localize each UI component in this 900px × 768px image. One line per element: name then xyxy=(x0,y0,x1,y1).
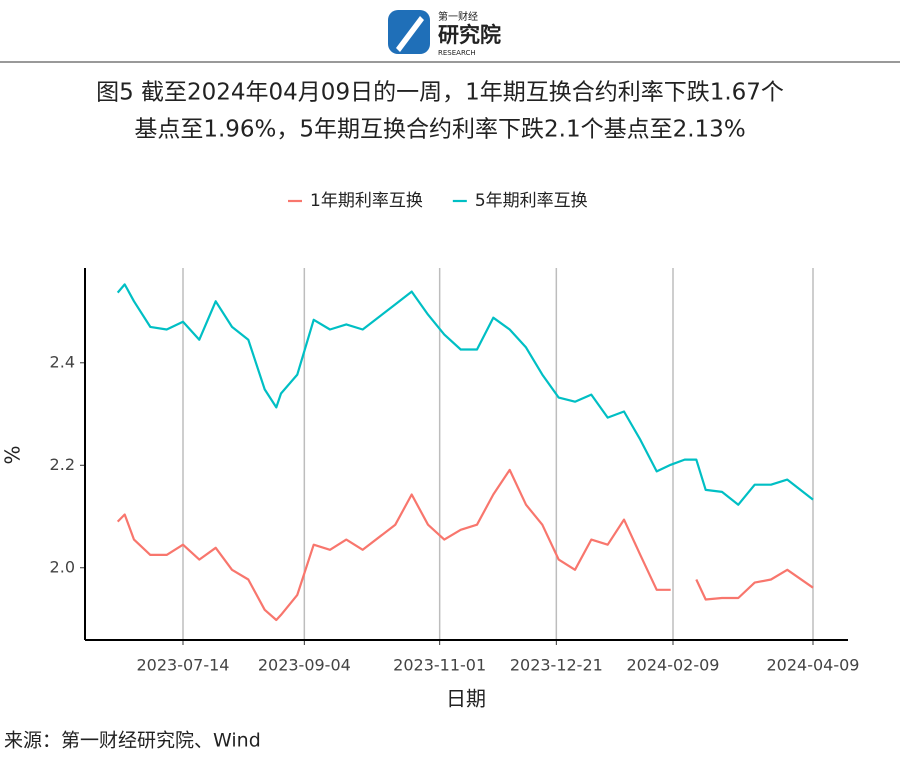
x-tick-label: 2023-11-01 xyxy=(393,656,486,675)
x-tick-label: 2024-04-09 xyxy=(767,656,860,675)
y-tick-label: 2.4 xyxy=(50,352,75,371)
chart-title: 基点至1.96%，5年期互换合约利率下跌2.1个基点至2.13% xyxy=(134,117,745,143)
legend-label: 1年期利率互换 xyxy=(310,191,423,211)
y-axis-label: % xyxy=(1,445,25,464)
y-tick-label: 2.0 xyxy=(50,557,75,576)
x-tick-label: 2023-09-04 xyxy=(258,656,351,675)
x-tick-label: 2023-12-21 xyxy=(510,656,603,675)
x-axis-label: 日期 xyxy=(446,687,486,711)
legend-label: 5年期利率互换 xyxy=(475,191,588,211)
x-tick-label: 2024-02-09 xyxy=(627,656,720,675)
data-line xyxy=(116,468,814,622)
source-note: 来源：第一财经研究院、Wind xyxy=(4,730,261,752)
logo-slash xyxy=(396,16,424,52)
logo-sub: RESEARCH xyxy=(438,49,476,57)
x-tick-label: 2023-07-14 xyxy=(137,656,230,675)
chart-title: 图5 截至2024年04月09日的一周，1年期互换合约利率下跌1.67个 xyxy=(96,80,784,106)
logo: 第一财经 研究院 RESEARCH xyxy=(388,10,501,57)
logo-main: 研究院 xyxy=(438,23,501,47)
y-tick-label: 2.2 xyxy=(50,455,75,474)
logo-top: 第一财经 xyxy=(438,10,478,23)
data-line xyxy=(116,283,814,506)
